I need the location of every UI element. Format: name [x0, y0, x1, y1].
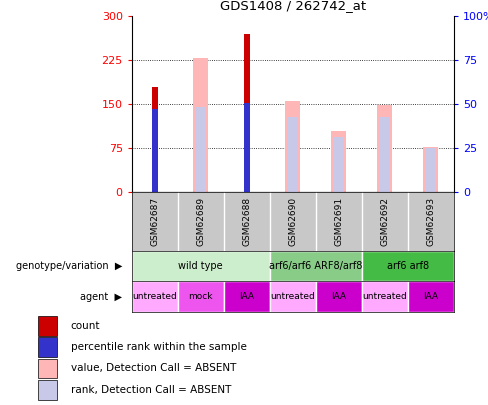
- Text: IAA: IAA: [423, 292, 438, 301]
- Text: arf6/arf6 ARF8/arf8: arf6/arf6 ARF8/arf8: [269, 261, 363, 271]
- Title: GDS1408 / 262742_at: GDS1408 / 262742_at: [220, 0, 366, 12]
- Text: GSM62690: GSM62690: [288, 197, 297, 246]
- Bar: [333, 136, 345, 192]
- Text: percentile rank within the sample: percentile rank within the sample: [71, 342, 246, 352]
- Bar: [285, 101, 300, 192]
- Bar: [331, 131, 346, 192]
- Bar: [287, 117, 298, 192]
- Bar: [152, 109, 158, 192]
- Bar: [377, 105, 392, 192]
- Bar: [426, 148, 436, 192]
- Bar: [152, 87, 158, 192]
- Text: wild type: wild type: [179, 261, 223, 271]
- Bar: [244, 34, 249, 192]
- Text: untreated: untreated: [363, 292, 407, 301]
- Bar: [132, 281, 178, 312]
- Text: genotype/variation  ▶: genotype/variation ▶: [16, 261, 122, 271]
- Text: GSM62691: GSM62691: [334, 197, 344, 246]
- Bar: [316, 281, 362, 312]
- Bar: [270, 281, 316, 312]
- Bar: [38, 337, 57, 357]
- Bar: [362, 251, 454, 281]
- Bar: [178, 281, 224, 312]
- Bar: [270, 251, 362, 281]
- Bar: [362, 281, 408, 312]
- Text: count: count: [71, 321, 100, 331]
- Text: IAA: IAA: [239, 292, 254, 301]
- Text: untreated: untreated: [270, 292, 315, 301]
- Text: GSM62689: GSM62689: [196, 197, 205, 246]
- Bar: [193, 58, 208, 192]
- Text: GSM62688: GSM62688: [242, 197, 251, 246]
- Text: value, Detection Call = ABSENT: value, Detection Call = ABSENT: [71, 363, 236, 373]
- Text: mock: mock: [188, 292, 213, 301]
- Text: untreated: untreated: [132, 292, 177, 301]
- Text: arf6 arf8: arf6 arf8: [387, 261, 429, 271]
- Text: GSM62687: GSM62687: [150, 197, 159, 246]
- Bar: [38, 359, 57, 378]
- Bar: [195, 107, 206, 192]
- Bar: [38, 316, 57, 335]
- Bar: [424, 147, 438, 192]
- Text: agent  ▶: agent ▶: [80, 292, 122, 302]
- Bar: [224, 281, 270, 312]
- Bar: [38, 380, 57, 400]
- Bar: [408, 281, 454, 312]
- Text: rank, Detection Call = ABSENT: rank, Detection Call = ABSENT: [71, 385, 231, 395]
- Text: IAA: IAA: [331, 292, 346, 301]
- Bar: [132, 251, 270, 281]
- Text: GSM62693: GSM62693: [427, 197, 435, 246]
- Bar: [379, 117, 390, 192]
- Text: GSM62692: GSM62692: [380, 197, 389, 246]
- Bar: [244, 103, 249, 192]
